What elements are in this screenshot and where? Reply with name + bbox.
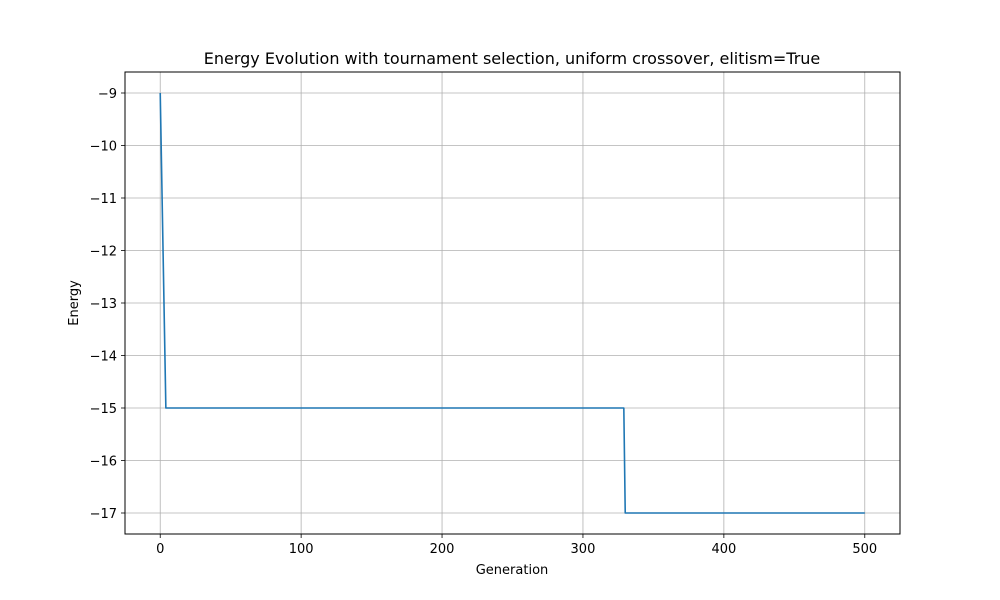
series-layer [159, 92, 865, 514]
y-tick-label: −11 [90, 192, 117, 207]
x-tick-label: 100 [289, 542, 314, 557]
y-tick-label: −17 [90, 507, 117, 522]
y-tick-label: −10 [90, 140, 117, 155]
y-axis-ticks: −9 −10 −11 −12 −13 −14 −15 −16 −17 [90, 87, 125, 522]
y-tick-label: −16 [90, 455, 117, 470]
y-tick-label: −13 [90, 297, 117, 312]
x-axis-ticks: 0 100 200 300 400 500 [156, 534, 877, 557]
x-tick-label: 300 [571, 542, 596, 557]
energy-series-line [159, 92, 865, 514]
y-tick-label: −14 [90, 350, 117, 365]
chart-title: Energy Evolution with tournament selecti… [204, 49, 821, 68]
y-axis-label: Energy [67, 280, 82, 326]
y-tick-label: −15 [90, 402, 117, 417]
y-tick-label: −9 [98, 87, 117, 102]
x-tick-label: 200 [430, 542, 455, 557]
x-tick-label: 400 [711, 542, 736, 557]
x-axis-label: Generation [476, 563, 549, 578]
x-tick-label: 0 [156, 542, 164, 557]
y-tick-label: −12 [90, 245, 117, 260]
x-tick-label: 500 [852, 542, 877, 557]
